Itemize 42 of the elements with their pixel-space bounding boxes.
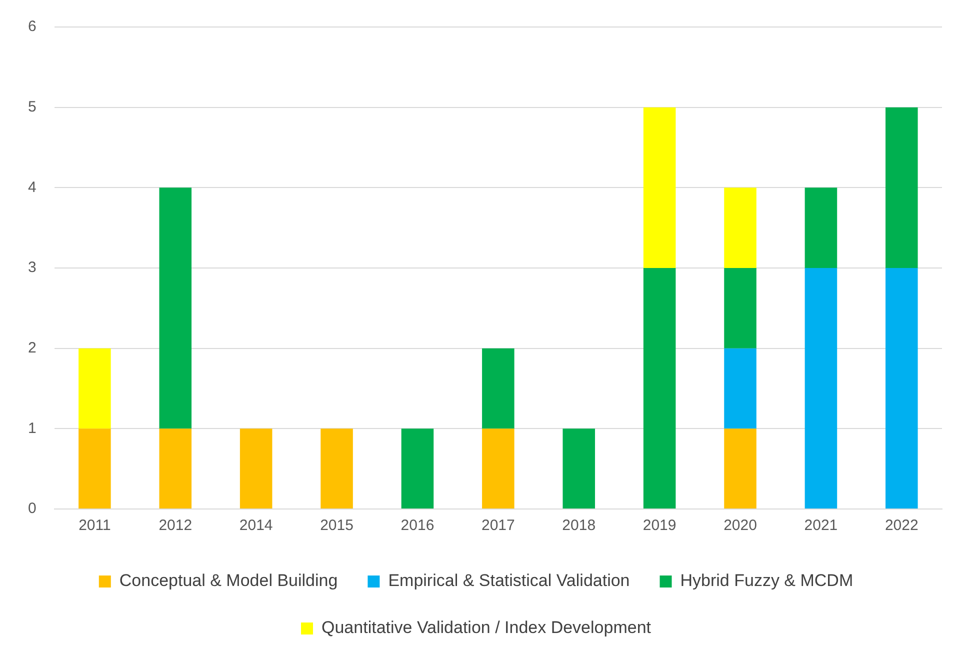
bar (482, 348, 514, 429)
bar (240, 428, 272, 508)
x-tick-label: 2021 (804, 517, 838, 534)
x-tick-label: 2016 (400, 517, 434, 534)
x-tick-label: 2015 (320, 517, 354, 534)
bar (724, 348, 756, 429)
x-tick-label: 2014 (239, 517, 273, 534)
bar (643, 107, 676, 268)
bar (643, 268, 676, 508)
x-tick-label: 2022 (884, 517, 918, 534)
bar (482, 428, 514, 508)
x-tick-label: 2018 (562, 517, 596, 534)
y-tick-label: 4 (28, 178, 36, 196)
bar (724, 428, 756, 508)
bar (886, 107, 918, 268)
legend-label: Quantitative Validation / Index Development (322, 618, 652, 638)
y-tick-label: 3 (28, 259, 36, 276)
bar (159, 188, 192, 429)
bar (804, 268, 838, 508)
x-tick-label: 2019 (642, 517, 676, 534)
bar (804, 188, 838, 268)
x-tick-label: 2017 (481, 517, 515, 534)
x-tick-label: 2020 (724, 517, 757, 534)
bar (886, 268, 918, 508)
bar (78, 348, 111, 429)
legend-label: Hybrid Fuzzy & MCDM (680, 571, 854, 590)
legend-label: Empirical & Statistical Validation (388, 571, 630, 590)
bar (562, 428, 596, 508)
bar (401, 428, 434, 508)
bar (320, 428, 353, 508)
bar (724, 188, 756, 268)
bar (78, 428, 111, 508)
y-tick-label: 2 (28, 339, 36, 356)
y-tick-label: 6 (28, 18, 36, 36)
y-tick-label: 1 (28, 420, 36, 437)
y-tick-label: 5 (28, 98, 36, 116)
x-tick-label: 2012 (158, 517, 192, 534)
x-tick-label: 2011 (78, 517, 111, 534)
bar (724, 268, 756, 348)
bar (159, 428, 192, 508)
legend-label: Conceptual & Model Building (119, 571, 338, 590)
y-tick-label: 0 (28, 500, 36, 518)
